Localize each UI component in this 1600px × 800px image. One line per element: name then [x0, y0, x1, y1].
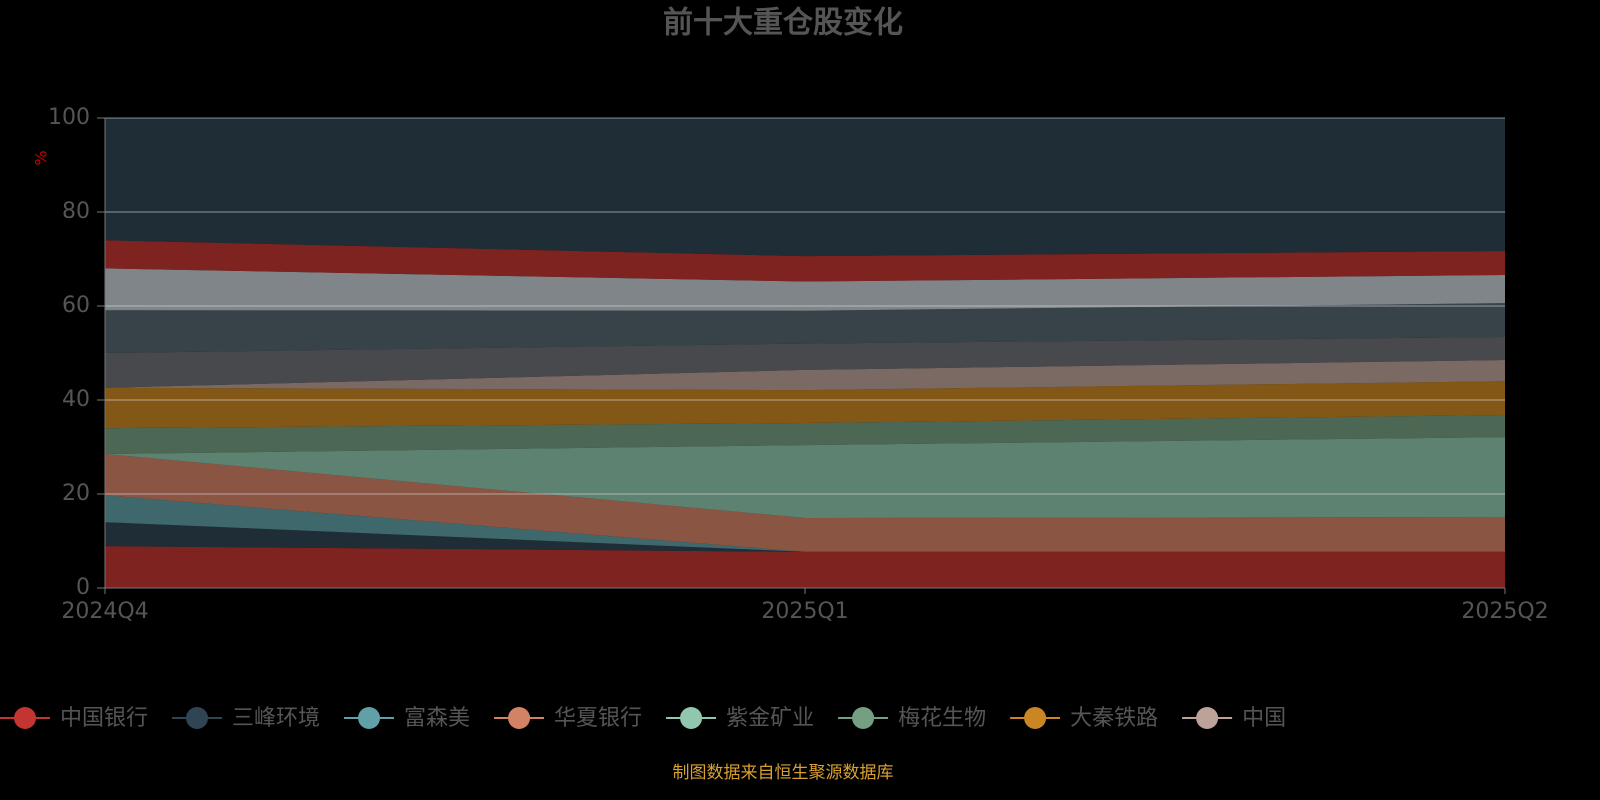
legend-marker — [186, 707, 209, 729]
x-tick-label: 2025Q2 — [1461, 599, 1548, 624]
legend-label: 富森美 — [404, 706, 470, 731]
legend-marker — [358, 707, 381, 729]
area — [105, 360, 1505, 391]
legend-label: 中国 — [1242, 706, 1286, 731]
legend-item: 梅花生物 — [838, 706, 986, 731]
area — [105, 495, 1505, 552]
source-note: 制图数据来自恒生聚源数据库 — [673, 763, 894, 783]
legend-marker — [852, 707, 875, 729]
y-tick-label: 20 — [62, 481, 90, 506]
legend-label: 梅花生物 — [898, 706, 986, 731]
area — [105, 337, 1505, 388]
area — [105, 522, 1505, 552]
area — [105, 415, 1505, 455]
legend-item: 华夏银行 — [494, 706, 642, 731]
y-tick-label: 40 — [62, 387, 90, 412]
legend-item: 大秦铁路 — [1010, 706, 1158, 731]
area — [105, 118, 1505, 257]
y-tick-label: 60 — [62, 293, 90, 318]
legend-label: 紫金矿业 — [726, 706, 814, 731]
y-tick-label: 100 — [48, 105, 90, 130]
legend-item: 三峰环境 — [172, 706, 320, 731]
legend-label: 华夏银行 — [554, 706, 642, 731]
legend-item: 紫金矿业 — [666, 706, 814, 731]
legend-marker — [508, 707, 531, 729]
chart-title: 前十大重仓股变化 — [663, 6, 903, 41]
area — [105, 268, 1505, 311]
legend-marker — [680, 707, 703, 729]
area — [105, 454, 1505, 552]
legend-label: 三峰环境 — [232, 706, 320, 731]
legend-marker — [1196, 707, 1219, 729]
y-tick-label: 0 — [76, 575, 90, 600]
area — [105, 240, 1505, 282]
legend-item: 中国银行 — [0, 706, 148, 731]
legend-marker — [14, 707, 36, 729]
area — [105, 381, 1505, 429]
legend: 中国银行 三峰环境 富森美 华夏银行 紫金矿业 梅花生物 大秦铁路 中国 — [0, 706, 1286, 731]
area — [105, 303, 1505, 353]
legend-item: 中国 — [1182, 706, 1286, 731]
area — [105, 546, 1505, 588]
legend-item: 富森美 — [344, 706, 470, 731]
legend-label: 大秦铁路 — [1070, 706, 1158, 731]
legend-marker — [1024, 707, 1047, 729]
x-tick-label: 2025Q1 — [761, 599, 848, 624]
legend-label: 中国银行 — [60, 706, 148, 731]
x-tick-label: 2024Q4 — [61, 599, 148, 624]
y-tick-label: 80 — [62, 199, 90, 224]
y-axis-label: % — [32, 150, 51, 165]
area — [105, 437, 1505, 518]
